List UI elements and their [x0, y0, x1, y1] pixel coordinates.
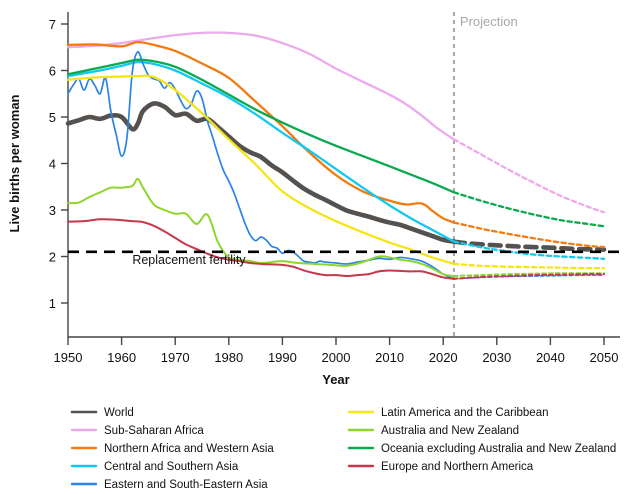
legend-right-item-0[interactable]: Latin America and the Caribbean [347, 407, 549, 419]
legend-left-item-2[interactable]: Northern Africa and Western Asia [70, 443, 274, 455]
legend-label: Eastern and South-Eastern Asia [104, 479, 268, 491]
series-line-1 [66, 31, 456, 141]
series-projection-2 [452, 221, 606, 249]
series-projection-0 [451, 239, 607, 252]
series-line-0 [65, 101, 457, 244]
series-line-7 [66, 58, 456, 194]
x-tick-label-2010: 2010 [375, 350, 404, 365]
series-projection-6 [452, 272, 605, 278]
series-line-4 [67, 51, 455, 280]
y-tick-label-1: 1 [49, 296, 56, 311]
x-tick-label-2040: 2040 [536, 350, 565, 365]
series-line-5 [66, 74, 456, 266]
projection-label: Projection [460, 14, 518, 29]
series-projection-5 [452, 262, 606, 270]
legend-left-item-4[interactable]: Eastern and South-Eastern Asia [70, 479, 268, 491]
legend-left-item-1[interactable]: Sub-Saharan Africa [70, 425, 204, 437]
series-projection-1 [452, 138, 606, 214]
x-tick-label-1970: 1970 [161, 350, 190, 365]
y-tick-label-2: 2 [49, 250, 56, 265]
y-tick-label-3: 3 [49, 203, 56, 218]
legend-right-item-1[interactable]: Australia and New Zealand [347, 425, 519, 437]
x-tick-label-2030: 2030 [482, 350, 511, 365]
legend-label: Australia and New Zealand [381, 425, 519, 437]
x-tick-label-1950: 1950 [54, 350, 83, 365]
y-tick-label-4: 4 [49, 157, 56, 172]
legend-right-item-3[interactable]: Europe and Northern America [347, 461, 534, 473]
replacement-fertility-label: Replacement fertility [132, 253, 246, 267]
legend-label: Europe and Northern America [381, 461, 534, 473]
y-tick-label-5: 5 [49, 110, 56, 125]
x-tick-label-1990: 1990 [268, 350, 297, 365]
x-tick-label-1980: 1980 [214, 350, 243, 365]
legend-label: Oceania excluding Australia and New Zeal… [381, 443, 616, 455]
legend-label: Central and Southern Asia [104, 461, 239, 473]
x-axis-title: Year [322, 372, 349, 387]
legend-label: Latin America and the Caribbean [381, 407, 549, 419]
plot-layer: 1 2 3 4 5 6 7 1950 1960 1970 1980 1990 2000 2010 2020 2… [7, 12, 620, 491]
x-tick-label-1960: 1960 [107, 350, 136, 365]
legend-label: World [104, 407, 134, 419]
legend-left-item-0[interactable]: World [70, 407, 134, 419]
series-projection-8 [452, 273, 605, 280]
x-tick-label-2020: 2020 [429, 350, 458, 365]
series-line-6 [67, 177, 455, 278]
legend-label: Northern Africa and Western Asia [104, 443, 274, 455]
y-axis-title: Live births per woman [7, 94, 22, 232]
series-line-3 [66, 60, 456, 243]
legend-label: Sub-Saharan Africa [104, 425, 204, 437]
y-tick-label-6: 6 [49, 64, 56, 79]
series-projection-7 [452, 191, 606, 228]
legend-right-item-2[interactable]: Oceania excluding Australia and New Zeal… [347, 443, 616, 455]
y-tick-label-7: 7 [49, 17, 56, 32]
series-projection-3 [452, 240, 606, 260]
legend-left-item-3[interactable]: Central and Southern Asia [70, 461, 239, 473]
series-line-2 [66, 40, 456, 224]
x-tick-label-2050: 2050 [590, 350, 619, 365]
series-line-8 [67, 218, 455, 280]
x-tick-label-2000: 2000 [322, 350, 351, 365]
